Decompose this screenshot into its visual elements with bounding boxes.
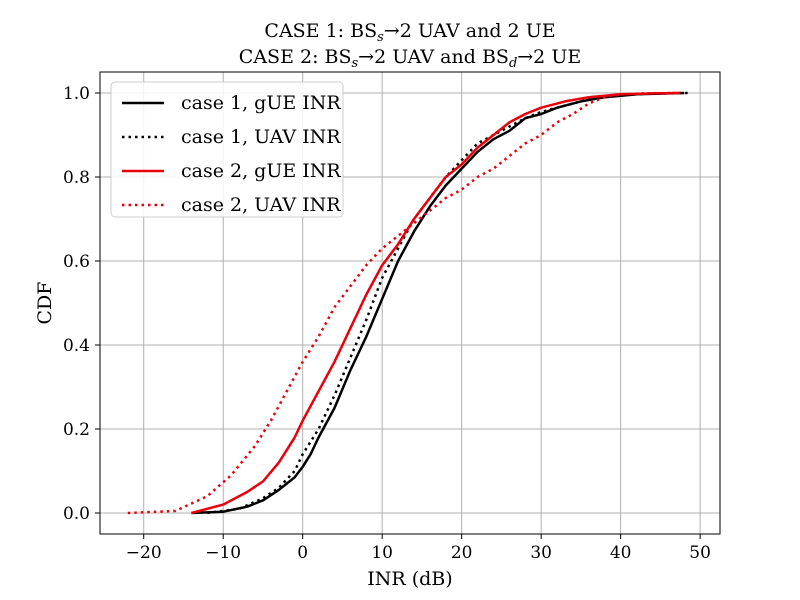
y-axis-label: CDF: [34, 282, 56, 325]
x-tick-label: −10: [205, 543, 241, 563]
x-tick-label: 50: [689, 543, 711, 563]
chart-title-line-1: CASE 1: BSs→2 UAV and 2 UE: [264, 20, 555, 45]
x-tick-label: 0: [297, 543, 308, 563]
series-line-3: [191, 91, 681, 515]
series-layer: [127, 91, 689, 515]
x-tick-label: 20: [451, 543, 473, 563]
x-tick-label: 30: [530, 543, 552, 563]
y-tick-label: 0.6: [63, 252, 90, 272]
series-line-4: [127, 91, 677, 515]
legend-label: case 1, gUE INR: [181, 92, 341, 114]
y-tick-label: 0.0: [63, 504, 90, 524]
legend-label: case 2, gUE INR: [181, 160, 341, 182]
grid: [100, 72, 720, 534]
series-line-1: [191, 91, 685, 515]
y-tick-label: 0.2: [63, 420, 90, 440]
legend-label: case 2, UAV INR: [181, 194, 341, 216]
chart-title-line-2: CASE 2: BSs→2 UAV and BSd→2 UE: [239, 46, 581, 71]
x-tick-label: 40: [610, 543, 632, 563]
legend: case 1, gUE INR case 1, UAV INR case 2, gU…: [110, 81, 344, 218]
legend-label: case 1, UAV INR: [181, 126, 341, 148]
y-tick-label: 1.0: [63, 84, 90, 104]
y-tick-label: 0.4: [63, 336, 90, 356]
axes-frame: [99, 71, 721, 535]
x-axis-label: INR (dB): [367, 568, 452, 590]
ticks: −20 −10 0 10 20 30 40 50 0.0 0.2 0.4 0.6 0.8 1.0: [63, 84, 711, 563]
x-tick-label: 10: [371, 543, 393, 563]
y-tick-label: 0.8: [63, 168, 90, 188]
x-tick-label: −20: [126, 543, 162, 563]
legend-box: [110, 81, 344, 218]
